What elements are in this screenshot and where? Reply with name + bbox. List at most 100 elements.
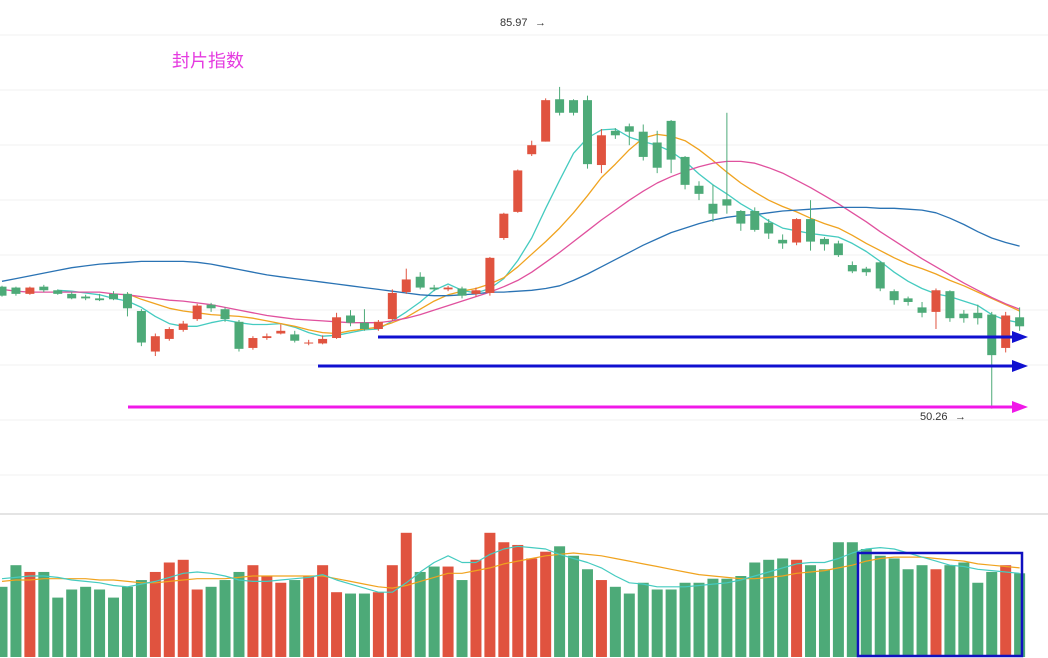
volume-bar — [358, 593, 370, 657]
volume-bar — [428, 566, 440, 657]
volume-bar — [818, 569, 830, 657]
candle-body — [150, 336, 160, 352]
candle-body — [903, 298, 913, 302]
ma-pink-line — [1, 160, 1020, 324]
candle-body — [652, 142, 662, 168]
volume-bar — [986, 571, 998, 657]
support-lines — [128, 331, 1028, 413]
candle-body — [109, 293, 119, 300]
chart-title: 封片指数 — [172, 51, 244, 72]
support-line-lower-arrowhead — [1012, 401, 1028, 413]
volume-bar — [902, 569, 914, 657]
volume-bar — [665, 589, 677, 657]
volume-bar — [275, 582, 287, 657]
candle-body — [917, 307, 927, 313]
volume-bar — [777, 558, 789, 657]
volume-bar — [470, 559, 482, 657]
volume-bar — [442, 566, 454, 657]
candle-body — [192, 305, 202, 320]
volume-bar — [679, 582, 691, 657]
volume-bar — [38, 571, 50, 657]
volume-bar — [958, 562, 970, 657]
volume-bar — [484, 532, 496, 657]
volume-bar — [372, 592, 384, 657]
candle-body — [443, 287, 453, 290]
volume-bar — [763, 559, 775, 657]
candle-body — [373, 321, 383, 330]
candle-body — [11, 287, 21, 294]
volume-bar — [805, 565, 817, 657]
volume-bar — [414, 571, 426, 657]
volume-bar — [121, 586, 133, 657]
volume-bar — [972, 582, 984, 657]
volume-bar — [386, 565, 398, 657]
candle-body — [359, 322, 369, 330]
volume-bar — [540, 551, 552, 657]
volume-bar — [832, 542, 844, 657]
volume-bar — [651, 589, 663, 657]
candle-body — [722, 199, 732, 206]
support-line-middle-arrowhead — [1012, 360, 1028, 372]
volume-moving-averages — [1, 545, 1020, 593]
volume-bar — [846, 542, 858, 657]
volume-bar — [177, 559, 189, 657]
candle-body — [178, 323, 188, 330]
volume-bar — [554, 546, 566, 657]
volume-bar — [930, 569, 942, 657]
highest-price-label: 85.97 — [500, 17, 528, 29]
candle-body — [95, 298, 105, 301]
volume-bar — [609, 586, 621, 657]
price-moving-averages — [1, 128, 1020, 337]
grid-lines — [0, 34, 1048, 476]
candle-body — [806, 219, 816, 242]
volume-bar — [874, 555, 886, 657]
volume-ma-orange-line — [1, 552, 1020, 589]
volume-bar — [219, 580, 231, 657]
volume-bar — [135, 580, 147, 657]
candle-body — [1015, 317, 1025, 327]
ma-blue-line — [1, 206, 1020, 297]
candle-body — [415, 276, 425, 288]
candle-body — [610, 130, 620, 136]
candle-body — [596, 135, 606, 166]
candle-body — [959, 313, 969, 319]
candle-body — [736, 210, 746, 224]
candle-body — [346, 315, 355, 323]
volume-bar — [512, 544, 524, 657]
candle-body — [304, 342, 314, 344]
support-line-upper-arrowhead — [1012, 331, 1028, 343]
candle-body — [819, 238, 829, 245]
candle-body — [387, 292, 397, 320]
volume-bar — [205, 586, 217, 657]
candle-body — [39, 286, 49, 291]
volume-ma-cyan-line — [1, 545, 1020, 593]
candle-body — [861, 268, 871, 273]
candle-body — [429, 287, 439, 290]
candle-body — [457, 288, 467, 296]
volume-bar — [0, 586, 8, 657]
candle-body — [666, 120, 676, 160]
candle-body — [624, 126, 634, 132]
candle-body — [499, 213, 509, 239]
candle-body — [833, 243, 843, 256]
candle-body — [541, 100, 551, 142]
candle-body — [485, 257, 495, 293]
lowest-price-arrow: → — [955, 411, 966, 423]
candle-body — [318, 338, 328, 344]
candle-body — [638, 131, 648, 157]
volume-bar — [80, 586, 92, 657]
volume-highlight-box — [856, 551, 1024, 658]
volume-bar — [52, 597, 64, 657]
candle-body — [680, 156, 690, 185]
volume-bar — [888, 558, 900, 657]
candle-body — [945, 291, 955, 319]
candle-body — [792, 219, 802, 243]
candle-body — [931, 290, 941, 312]
volume-bar — [693, 582, 705, 657]
lowest-price-label: 50.26 — [920, 411, 948, 423]
volume-bar — [191, 589, 203, 657]
volume-bar — [595, 580, 607, 657]
candle-body — [81, 296, 91, 299]
volume-bar — [735, 576, 747, 657]
volume-bar — [261, 576, 273, 657]
